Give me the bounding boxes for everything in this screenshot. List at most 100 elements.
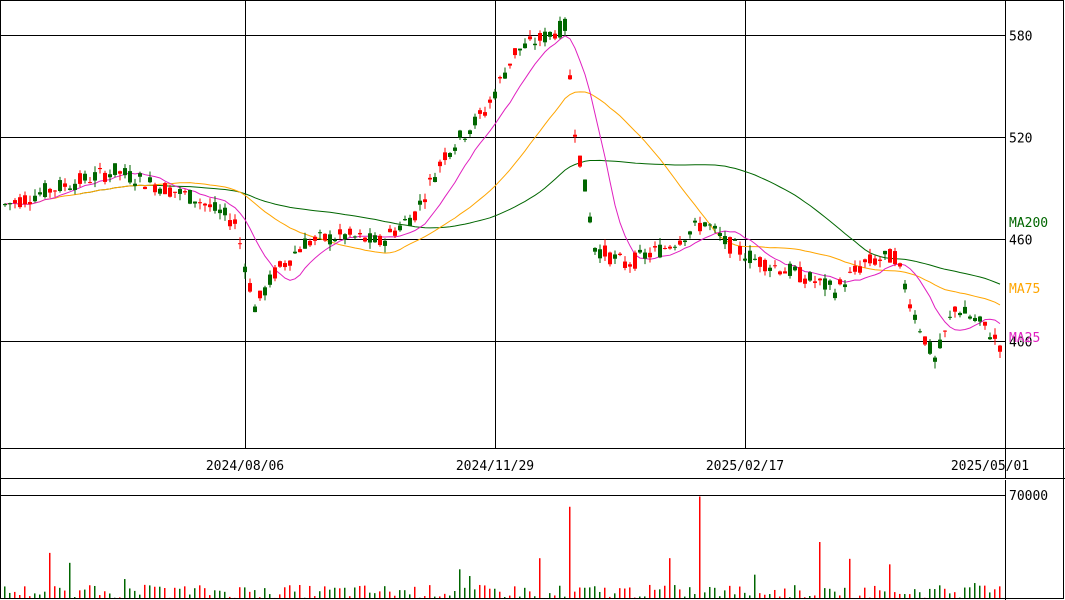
candle [428, 173, 432, 186]
candle [363, 237, 367, 243]
candle [193, 201, 197, 208]
volume-bar [159, 586, 161, 598]
candle [63, 178, 67, 192]
candle-body [838, 279, 842, 285]
candle [793, 265, 797, 272]
candle [663, 245, 667, 250]
volume-bar [719, 596, 721, 598]
candle-body [113, 163, 117, 175]
volume-bar [89, 585, 91, 598]
candle-body [438, 161, 442, 167]
candle [808, 271, 812, 282]
candle-body [658, 244, 662, 258]
volume-bar [699, 496, 701, 598]
candle [373, 232, 377, 243]
volume-bar [614, 593, 616, 598]
candle [143, 186, 147, 190]
candle [978, 315, 982, 326]
candle [683, 239, 687, 247]
candle-body [653, 246, 657, 248]
volume-bar [4, 586, 6, 598]
volume-bar [484, 585, 486, 598]
candle [788, 261, 792, 279]
candle [328, 230, 332, 251]
volume-bar [514, 586, 516, 598]
candle [628, 262, 632, 273]
candle [588, 212, 592, 224]
volume-bar [474, 589, 476, 598]
candle [333, 237, 337, 243]
candle-body [263, 287, 267, 296]
candle [463, 137, 467, 143]
candle-body [323, 233, 327, 241]
candle [478, 107, 482, 119]
volume-bar [809, 596, 811, 598]
volume-bar [979, 585, 981, 598]
candle [358, 229, 362, 238]
candle [568, 69, 572, 80]
candle [288, 260, 292, 271]
candle [768, 264, 772, 278]
volume-bar [624, 588, 626, 598]
candle-body [238, 243, 242, 245]
candle-body [983, 321, 987, 326]
volume-bar [449, 595, 451, 598]
candle [928, 339, 932, 356]
candle [168, 184, 172, 198]
candle [608, 251, 612, 267]
candle [533, 37, 537, 50]
candle [738, 241, 742, 261]
volume-bar [224, 591, 226, 598]
volume-bar [814, 595, 816, 598]
candle-body [488, 99, 492, 103]
candle [653, 241, 657, 252]
volume-bar [44, 591, 46, 598]
volume-bar [569, 506, 571, 598]
candle [848, 267, 852, 274]
volume-bar [269, 594, 271, 598]
candle-body [793, 266, 797, 271]
candle-body [638, 249, 642, 253]
candle [438, 159, 442, 173]
volume-bar [374, 593, 376, 598]
volume-bar [519, 596, 521, 598]
volume-bar [889, 564, 891, 598]
candle-body [353, 236, 357, 238]
volume-bar [554, 595, 556, 598]
candle-body [198, 202, 202, 204]
candle [483, 106, 487, 118]
candle-body [163, 183, 167, 195]
volume-bar [9, 592, 11, 598]
candle [803, 274, 807, 289]
candle-body [143, 186, 147, 190]
volume-bar [674, 585, 676, 598]
candle-body [173, 191, 177, 193]
candle-body [268, 274, 272, 285]
candle [743, 253, 747, 262]
volume-bar [659, 589, 661, 598]
candle-body [763, 259, 767, 272]
volume-bar [254, 590, 256, 598]
y-tick-label: 400 [1009, 336, 1032, 351]
volume-bar [704, 592, 706, 598]
candle-body [183, 191, 187, 193]
candle-body [473, 116, 477, 126]
volume-bar [919, 592, 921, 598]
volume-bar [649, 584, 651, 598]
candle-body [588, 216, 592, 223]
volume-bar [189, 594, 191, 598]
candle-body [78, 173, 82, 184]
candle [258, 290, 262, 301]
ma-line-ma200 [79, 159, 1001, 285]
volume-bar [894, 592, 896, 598]
candle [383, 238, 387, 253]
candle [813, 275, 817, 289]
candle [873, 255, 877, 266]
candle-body [608, 252, 612, 265]
candle [658, 237, 662, 259]
candle [968, 314, 972, 320]
candle-body [318, 232, 322, 234]
candle [273, 265, 277, 282]
candle-body [273, 267, 277, 279]
volume-bar [339, 588, 341, 598]
